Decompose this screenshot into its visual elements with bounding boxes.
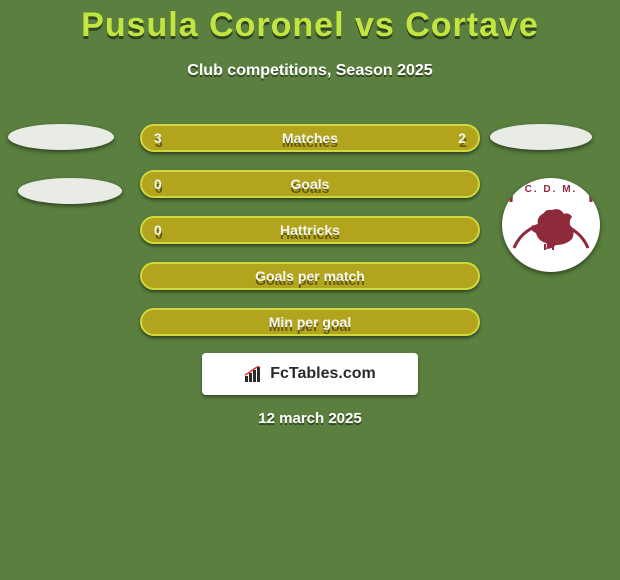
player-left-ellipse-1 [8,124,114,150]
page-subtitle-text: Club competitions, Season 2025 [187,62,432,79]
stat-bar: HattricksHattricks00 [140,216,480,244]
page-subtitle: Club competitions, Season 2025 Club comp… [0,62,620,80]
stat-bar-label: HattricksHattricks [142,218,478,242]
stat-bar-label: MatchesMatches [142,126,478,150]
comparison-bars: MatchesMatches3322GoalsGoals00HattricksH… [140,124,480,354]
fctables-logo-text: FcTables.com [270,365,376,383]
player-right-ellipse [490,124,592,150]
stat-bar: GoalsGoals00 [140,170,480,198]
stat-bar: MatchesMatches33 22 [140,124,480,152]
stat-bar-label: GoalsGoals [142,172,478,196]
bar-chart-icon [244,366,264,382]
club-badge-text: C. D. M. [525,184,578,195]
page-title-text: Pusula Coronel vs Cortave [81,6,539,44]
stat-bar-right-value: 22 [458,126,466,150]
player-left-ellipse-2 [18,178,122,204]
fctables-logo: FcTables.com [202,353,418,395]
page-title: Pusula Coronel vs Cortave Pusula Coronel… [0,6,620,45]
stat-bar: Min per goalMin per goal [140,308,480,336]
date-line: 12 march 2025 12 march 2025 [0,410,620,427]
date-text: 12 march 2025 [258,410,361,427]
stat-bar-label: Goals per matchGoals per match [142,264,478,288]
stat-bar-left-value: 00 [154,172,162,196]
stat-bar-label: Min per goalMin per goal [142,310,478,334]
club-badge: C. D. M. [502,178,600,272]
stat-bar-left-value: 33 [154,126,162,150]
stat-bar-left-value: 00 [154,218,162,242]
stat-bar: Goals per matchGoals per match [140,262,480,290]
